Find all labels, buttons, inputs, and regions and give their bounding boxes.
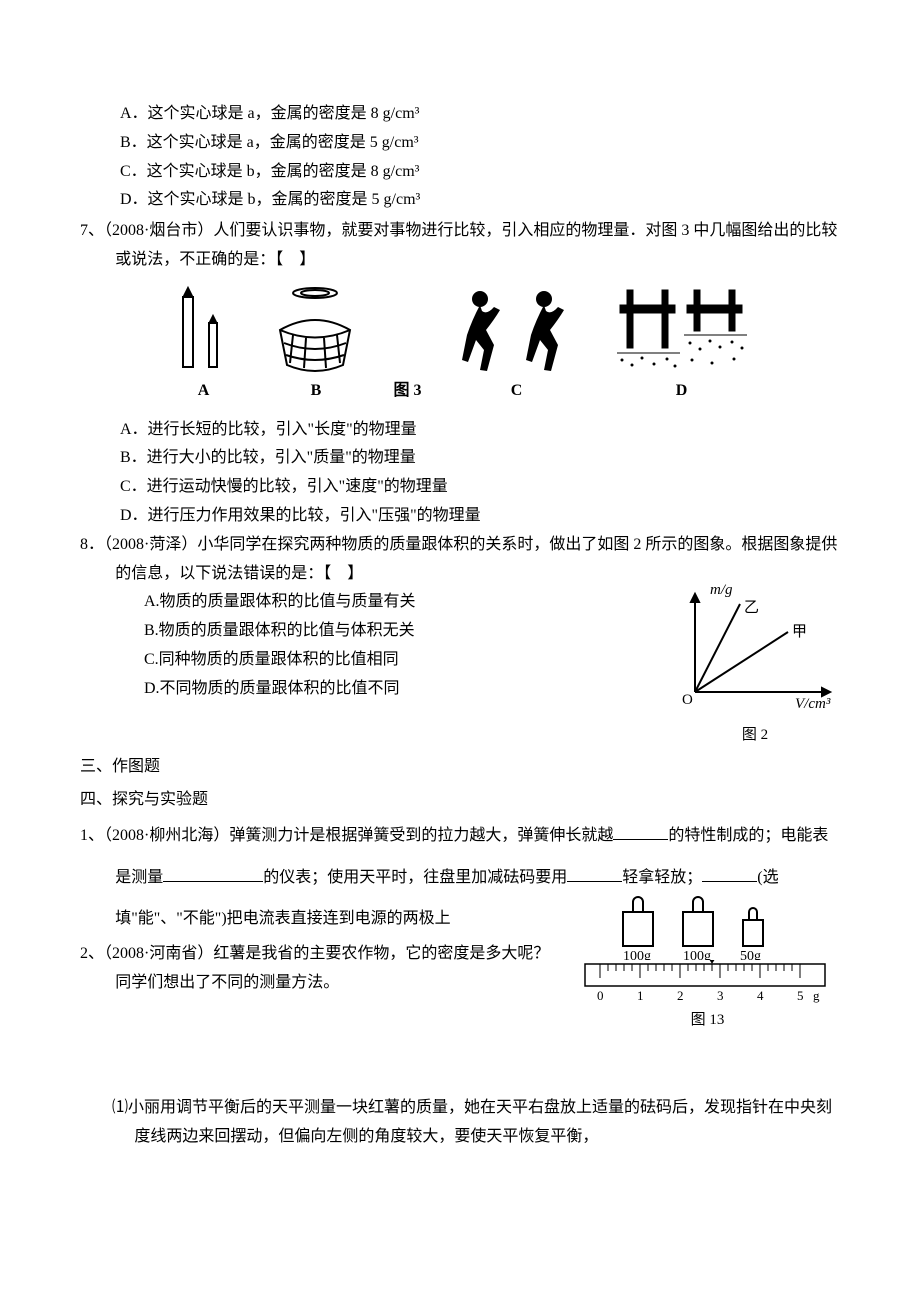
e1-blank3[interactable] <box>567 865 622 882</box>
ruler-icon: 0 1 2 3 4 5 g <box>575 960 835 1005</box>
e1-blank1[interactable] <box>613 823 668 840</box>
mass-volume-graph: m/g 乙 甲 O V/cm³ <box>670 582 840 722</box>
q7-label-c: C <box>452 377 582 406</box>
q7-label-b: B <box>268 377 363 406</box>
ruler-unit: g <box>813 988 820 1003</box>
q7-option-a: A．进行长短的比较，引入"长度"的物理量 <box>80 416 840 445</box>
section-4-title: 四、探究与实验题 <box>80 786 840 815</box>
graph-series-jia: 甲 <box>792 624 807 640</box>
pencils-icon <box>168 285 238 375</box>
e1-blank4[interactable] <box>702 865 757 882</box>
q7-stem-text: 7、（2008·烟台市）人们要认识事物，就要对事物进行比较，引入相应的物理量．对… <box>80 222 837 268</box>
q7-fig-b: B <box>268 285 363 406</box>
exp-q2: 100g 100g 50g 0 1 2 3 <box>80 940 840 1034</box>
e1-t3: 轻拿轻放； <box>622 869 702 886</box>
weights-icon: 100g 100g 50g <box>575 890 835 960</box>
graph-series-yi: 乙 <box>744 600 759 616</box>
graph-x-label: V/cm³ <box>795 696 831 712</box>
q8-bracket: 【 】 <box>323 565 363 582</box>
q6-option-a: A．这个实心球是 a，金属的密度是 8 g/cm³ <box>80 100 840 129</box>
q7-bracket: 【 】 <box>275 251 315 268</box>
q8-graph-caption: 图 2 <box>670 722 840 749</box>
ruler-tick-4: 4 <box>757 988 764 1003</box>
q7-label-mid: 图 3 <box>393 377 421 406</box>
q7-fig-c: C <box>452 285 582 406</box>
ruler-tick-3: 3 <box>717 988 724 1003</box>
e1-pre: 1、（2008·柳州北海）弹簧测力计是根据弹簧受到的拉力越大，弹簧伸长就越 <box>80 827 613 844</box>
pressure-table-icon <box>612 285 752 375</box>
q6-option-d: D．这个实心球是 b，金属的密度是 5 g/cm³ <box>80 186 840 215</box>
e1-blank2[interactable] <box>163 865 263 882</box>
e2-p1: ⑴小丽用调节平衡后的天平测量一块红薯的质量，她在天平右盘放上适量的砝码后，发现指… <box>80 1094 840 1152</box>
runners-icon <box>452 285 582 375</box>
q7-option-d: D．进行压力作用效果的比较，引入"压强"的物理量 <box>80 502 840 531</box>
ruler-tick-1: 1 <box>637 988 644 1003</box>
e1-t2: 的仪表；使用天平时，往盘里加减砝码要用 <box>263 869 567 886</box>
section-3-title: 三、作图题 <box>80 753 840 782</box>
q7-label-a: A <box>168 377 238 406</box>
ruler-tick-0: 0 <box>597 988 604 1003</box>
graph-y-label: m/g <box>710 582 733 598</box>
graph-origin: O <box>682 692 693 708</box>
weight-label-1: 100g <box>623 949 651 960</box>
q6-option-b: B．这个实心球是 a，金属的密度是 5 g/cm³ <box>80 129 840 158</box>
weight-label-3: 50g <box>740 949 761 960</box>
q8-stem-row: 8．（2008·菏泽）小华同学在探究两种物质的质量跟体积的关系时，做出了如图 2… <box>80 531 840 589</box>
q7-fig-mid-label: 图 3 <box>393 375 421 406</box>
basket-icon <box>268 285 363 375</box>
q7-figure-row: A B 图 3 C <box>80 285 840 406</box>
q7-label-d: D <box>612 377 752 406</box>
fig13: 100g 100g 50g 0 1 2 3 <box>575 890 840 1034</box>
q7-fig-a: A <box>168 285 238 406</box>
ruler-tick-5: 5 <box>797 988 804 1003</box>
fig13-caption: 图 13 <box>575 1007 840 1034</box>
q7-fig-d: D <box>612 285 752 406</box>
weight-label-2: 100g <box>683 949 711 960</box>
q8-block: 8．（2008·菏泽）小华同学在探究两种物质的质量跟体积的关系时，做出了如图 2… <box>80 531 840 750</box>
q8-graph: m/g 乙 甲 O V/cm³ 图 2 <box>670 582 840 749</box>
q6-option-c: C．这个实心球是 b，金属的密度是 8 g/cm³ <box>80 158 840 187</box>
q8-stem: 8．（2008·菏泽）小华同学在探究两种物质的质量跟体积的关系时，做出了如图 2… <box>80 536 837 582</box>
q7-option-c: C．进行运动快慢的比较，引入"速度"的物理量 <box>80 473 840 502</box>
q7-option-b: B．进行大小的比较，引入"质量"的物理量 <box>80 444 840 473</box>
q7-stem: 7、（2008·烟台市）人们要认识事物，就要对事物进行比较，引入相应的物理量．对… <box>80 217 840 275</box>
ruler-tick-2: 2 <box>677 988 684 1003</box>
